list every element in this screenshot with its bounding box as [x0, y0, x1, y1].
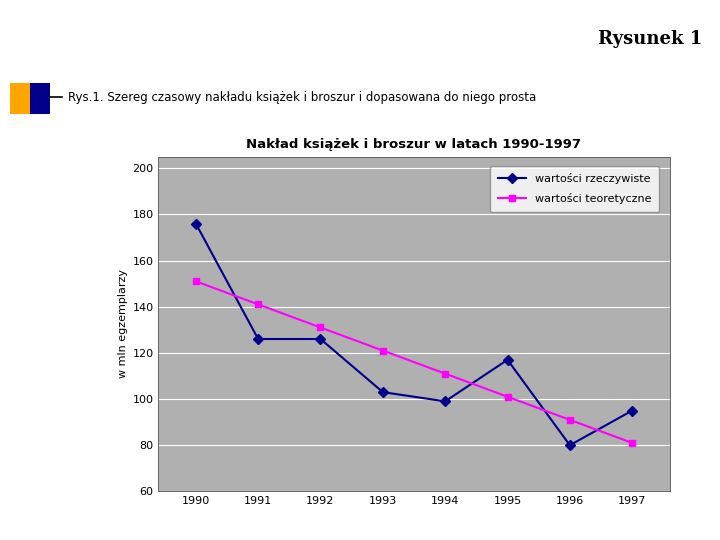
wartości rzeczywiste — [316, 336, 325, 342]
wartości teoretyczne — [316, 324, 325, 330]
Text: Rys.1. Szereg czasowy nakładu książek i broszur i dopasowana do niego prosta: Rys.1. Szereg czasowy nakładu książek i … — [68, 91, 536, 104]
Title: Nakład książek i broszur w latach 1990-1997: Nakład książek i broszur w latach 1990-1… — [246, 138, 582, 151]
Text: Rysunek 1: Rysunek 1 — [598, 30, 702, 48]
wartości rzeczywiste — [565, 442, 574, 448]
wartości rzeczywiste — [441, 398, 449, 404]
wartości teoretyczne — [565, 416, 574, 423]
Bar — [30, 83, 50, 114]
wartości teoretyczne — [441, 370, 449, 377]
wartości rzeczywiste — [628, 407, 636, 414]
wartości teoretyczne — [254, 301, 263, 308]
wartości rzeczywiste — [254, 336, 263, 342]
wartości teoretyczne — [503, 394, 512, 400]
wartości teoretyczne — [379, 347, 387, 354]
Y-axis label: w mln egzemplarzy: w mln egzemplarzy — [118, 269, 128, 379]
Line: wartości teoretyczne: wartości teoretyczne — [192, 278, 636, 447]
Line: wartości rzeczywiste: wartości rzeczywiste — [192, 220, 636, 449]
wartości rzeczywiste — [379, 389, 387, 395]
Legend: wartości rzeczywiste, wartości teoretyczne: wartości rzeczywiste, wartości teoretycz… — [490, 165, 659, 212]
wartości teoretyczne — [628, 440, 636, 446]
wartości teoretyczne — [192, 278, 200, 285]
wartości rzeczywiste — [503, 356, 512, 363]
Bar — [10, 83, 30, 114]
wartości rzeczywiste — [192, 220, 200, 227]
